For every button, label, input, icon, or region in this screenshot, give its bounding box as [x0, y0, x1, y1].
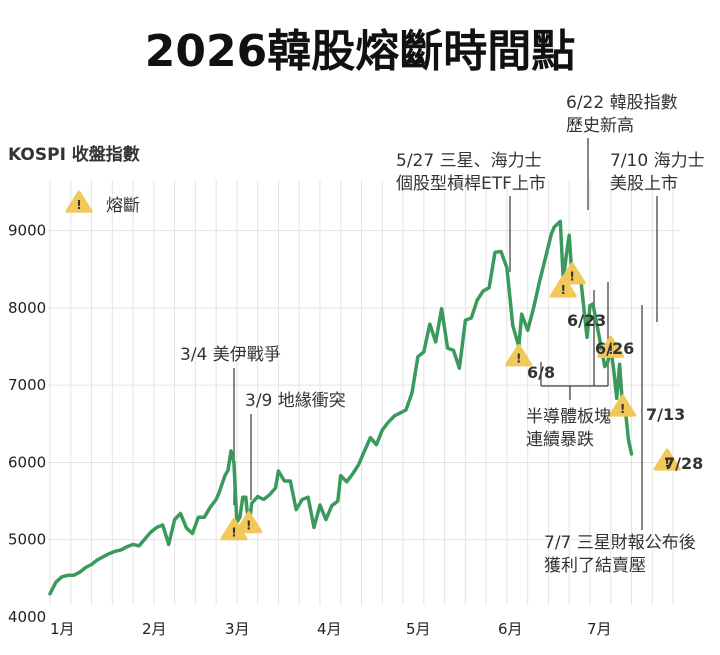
y-tick-label: 8000: [8, 299, 46, 317]
svg-text:!: !: [246, 519, 251, 533]
svg-text:!: !: [608, 343, 613, 357]
x-tick-label: 1月: [50, 620, 75, 638]
annotation-text: 5/27 三星、海力士: [396, 151, 542, 171]
x-axis-ticks: 1月 2月 3月 4月 5月 6月 7月: [50, 620, 612, 638]
circuit-breaker-marker: !: [549, 275, 577, 298]
x-tick-label: 7月: [587, 620, 612, 638]
circuit-breaker-date-label: 6/26: [595, 339, 634, 358]
annotation-text: 7/10 海力士: [610, 151, 705, 171]
chart-title: 2026韓股熔斷時間點: [145, 26, 575, 77]
y-tick-label: 7000: [8, 376, 46, 394]
y-tick-label: 5000: [8, 531, 46, 549]
y-tick-label: 4000: [8, 608, 46, 626]
circuit-breaker-date-labels: 6/8 6/23 6/26 7/13 7/28: [527, 311, 703, 473]
svg-text:!: !: [569, 270, 574, 284]
y-tick-label: 9000: [8, 222, 46, 240]
x-tick-label: 5月: [406, 620, 431, 638]
circuit-breaker-marker: !: [505, 344, 533, 367]
annotation-text: 半導體板塊: [526, 407, 611, 427]
y-axis-ticks: 4000 5000 6000 7000 8000 9000: [8, 222, 46, 626]
x-tick-label: 2月: [142, 620, 167, 638]
annotation-text: 7/7 三星財報公布後: [544, 533, 696, 553]
circuit-breaker-date-label: 7/13: [646, 405, 685, 424]
legend-label: 熔斷: [106, 196, 140, 216]
svg-text:!: !: [561, 283, 566, 297]
circuit-breaker-marker: !: [558, 262, 586, 285]
svg-text:!: !: [76, 198, 81, 212]
circuit-breaker-marker: !: [608, 394, 637, 417]
legend: ! 熔斷: [65, 190, 140, 216]
x-tick-label: 3月: [225, 620, 250, 638]
annotation-text: 美股上市: [610, 174, 678, 194]
y-axis-label: KOSPI 收盤指數: [8, 144, 140, 165]
annotation-text: 個股型槓桿ETF上市: [396, 174, 546, 194]
annotation-leaders: [233, 138, 658, 530]
circuit-breaker-marker: !: [235, 511, 263, 534]
x-tick-label: 6月: [498, 620, 523, 638]
circuit-breaker-marker: !: [653, 448, 681, 471]
circuit-breaker-markers: !!!!!!!!: [220, 262, 681, 541]
annotation-text: 獲利了結賣壓: [544, 556, 646, 576]
annotation-text: 6/22 韓股指數: [566, 93, 678, 113]
x-tick-label: 4月: [317, 620, 342, 638]
svg-text:!: !: [664, 456, 669, 470]
annotation-text: 3/9 地緣衝突: [245, 391, 346, 411]
grid-lines: [48, 180, 680, 605]
svg-text:!: !: [231, 525, 236, 539]
annotation-text: 連續暴跌: [526, 430, 594, 450]
warning-triangle-icon: !: [65, 190, 93, 213]
annotation-text: 3/4 美伊戰爭: [180, 345, 281, 365]
y-tick-label: 6000: [8, 453, 46, 471]
circuit-breaker-date-label: 6/23: [567, 311, 606, 330]
circuit-breaker-marker: !: [597, 335, 625, 358]
circuit-breaker-date-label: 6/8: [527, 363, 555, 382]
svg-text:!: !: [516, 352, 521, 366]
svg-text:!: !: [620, 402, 625, 416]
annotation-text: 歷史新高: [566, 116, 634, 136]
warning-triangle-icon: !: [65, 190, 93, 213]
circuit-breaker-date-label: 7/28: [664, 454, 703, 473]
